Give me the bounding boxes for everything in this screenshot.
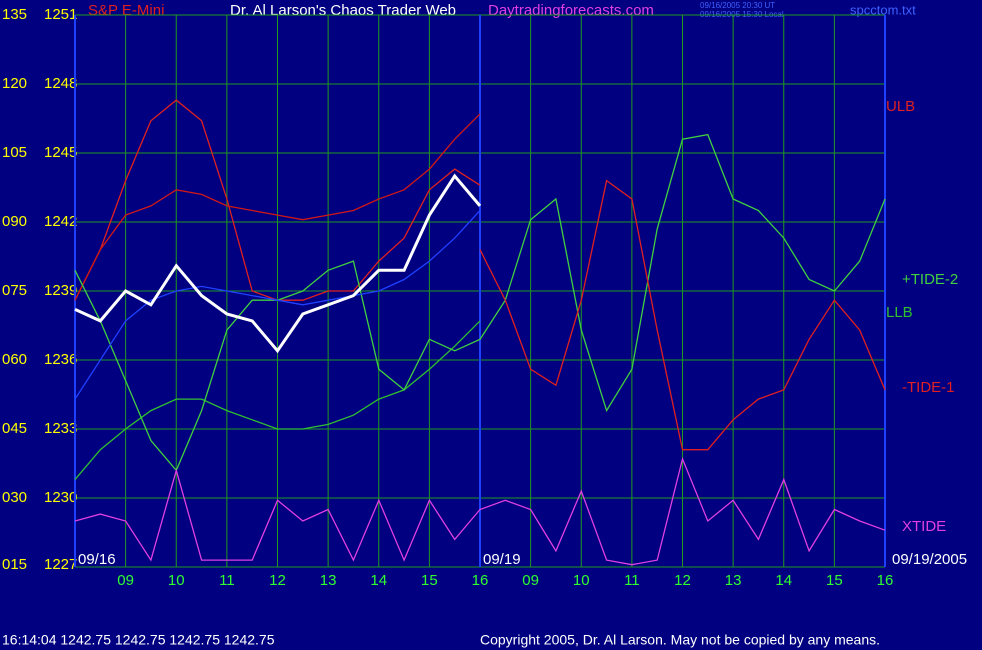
- status: 16:14:04 1242.75 1242.75 1242.75 1242.75: [2, 632, 275, 648]
- y-tick-label: 1227: [44, 556, 77, 573]
- y2-tick-label: 120: [2, 75, 27, 92]
- site: Daytradingforecasts.com: [488, 2, 654, 19]
- series-line: [74, 210, 481, 400]
- legend-label: LLB: [886, 304, 913, 321]
- date-label: 09/19/2005: [892, 551, 967, 568]
- y-tick-label: 1248: [44, 75, 77, 92]
- x-tick-label: 12: [269, 572, 286, 589]
- symbol: S&P E-Mini: [88, 2, 164, 19]
- x-tick-label: 12: [674, 572, 691, 589]
- series-line: [74, 133, 886, 472]
- chart-title: Dr. Al Larson's Chaos Trader Web: [230, 2, 456, 19]
- y2-tick-label: 135: [2, 6, 27, 23]
- x-tick-label: 13: [320, 572, 337, 589]
- x-tick-label: 16: [472, 572, 489, 589]
- copyright: Copyright 2005, Dr. Al Larson. May not b…: [480, 632, 880, 648]
- x-tick-label: 10: [168, 572, 185, 589]
- x-tick-label: 09: [522, 572, 539, 589]
- series-line: [74, 456, 886, 566]
- x-tick-label: 13: [725, 572, 742, 589]
- y-tick-label: 1245: [44, 144, 77, 161]
- y2-tick-label: 030: [2, 489, 27, 506]
- x-tick-label: 16: [877, 572, 894, 589]
- y2-tick-label: 075: [2, 282, 27, 299]
- x-tick-label: 14: [775, 572, 792, 589]
- x-tick-label: 09: [117, 572, 134, 589]
- y-tick-label: 1251: [44, 6, 77, 23]
- series-line: [74, 173, 482, 354]
- x-tick-label: 15: [826, 572, 843, 589]
- y-tick-label: 1236: [44, 351, 77, 368]
- date-label: 09/16: [78, 551, 116, 568]
- series-line: [74, 320, 481, 481]
- x-tick-label: 11: [624, 572, 640, 589]
- y2-tick-label: 015: [2, 556, 27, 573]
- y2-tick-label: 060: [2, 351, 27, 368]
- x-tick-label: 11: [219, 572, 235, 589]
- y-tick-label: 1233: [44, 420, 77, 437]
- legend-label: -TIDE-1: [902, 379, 955, 396]
- y2-tick-label: 045: [2, 420, 27, 437]
- x-tick-label: 10: [573, 572, 590, 589]
- date-label: 09/19: [483, 551, 521, 568]
- y-tick-label: 1230: [44, 489, 77, 506]
- legend-label: XTIDE: [902, 518, 946, 535]
- series-line: [74, 113, 481, 301]
- series-line: [479, 179, 886, 451]
- y-tick-label: 1242: [44, 213, 77, 230]
- y-tick-label: 1239: [44, 282, 77, 299]
- legend-label: +TIDE-2: [902, 271, 958, 288]
- x-tick-label: 14: [370, 572, 387, 589]
- stamp-ut: 09/16/2005 20:30 UT: [700, 1, 775, 10]
- file-name: spcctom.txt: [850, 2, 916, 17]
- x-tick-label: 15: [421, 572, 438, 589]
- y2-tick-label: 105: [2, 144, 27, 161]
- y2-tick-label: 090: [2, 213, 27, 230]
- legend-label: ULB: [886, 98, 915, 115]
